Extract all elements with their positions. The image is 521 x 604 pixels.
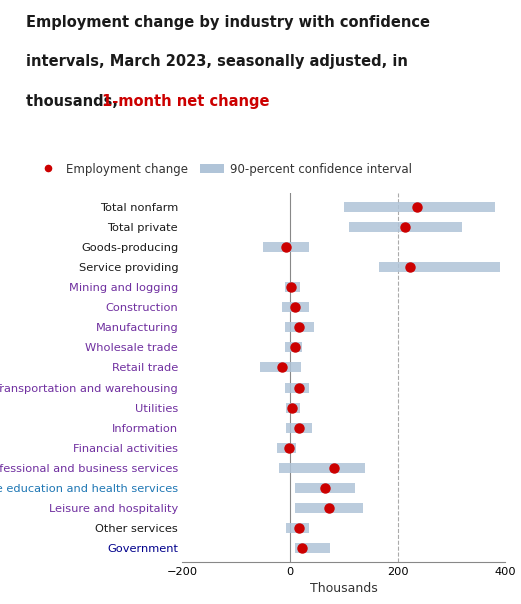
- X-axis label: Thousands: Thousands: [310, 582, 378, 595]
- Bar: [295, 483, 355, 493]
- Bar: [263, 242, 309, 252]
- Bar: [282, 303, 309, 312]
- Text: 1-month net change: 1-month net change: [102, 94, 269, 109]
- Bar: [277, 443, 296, 452]
- Bar: [286, 522, 309, 533]
- Bar: [349, 222, 462, 233]
- Bar: [260, 362, 301, 373]
- Bar: [286, 402, 300, 413]
- Bar: [379, 262, 500, 272]
- Text: intervals, March 2023, seasonally adjusted, in: intervals, March 2023, seasonally adjust…: [26, 54, 408, 69]
- Bar: [344, 202, 494, 212]
- Bar: [284, 283, 300, 292]
- Bar: [279, 463, 365, 472]
- Bar: [286, 423, 312, 432]
- Text: thousands,: thousands,: [26, 94, 123, 109]
- Bar: [284, 323, 314, 332]
- Bar: [284, 382, 309, 393]
- Bar: [295, 543, 330, 553]
- Bar: [295, 503, 363, 513]
- Legend: Employment change, 90-percent confidence interval: Employment change, 90-percent confidence…: [32, 158, 416, 181]
- Text: Employment change by industry with confidence: Employment change by industry with confi…: [26, 15, 430, 30]
- Bar: [284, 342, 302, 353]
